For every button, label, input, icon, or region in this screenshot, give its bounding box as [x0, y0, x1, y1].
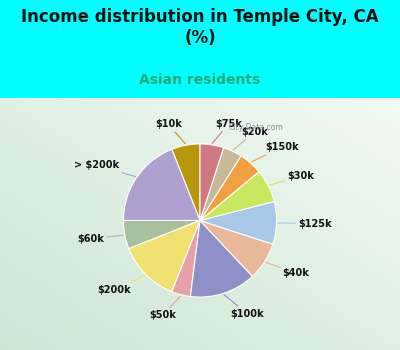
Wedge shape	[190, 220, 252, 297]
Wedge shape	[172, 220, 200, 296]
Text: > $200k: > $200k	[74, 160, 136, 177]
Wedge shape	[200, 148, 241, 220]
Wedge shape	[172, 144, 200, 220]
Text: $75k: $75k	[212, 119, 242, 144]
Text: $150k: $150k	[252, 142, 298, 162]
Text: $60k: $60k	[77, 234, 123, 244]
Text: $50k: $50k	[149, 296, 180, 320]
Wedge shape	[200, 144, 224, 220]
Text: Asian residents: Asian residents	[139, 74, 261, 88]
Text: $20k: $20k	[233, 127, 269, 150]
Wedge shape	[129, 220, 200, 292]
Wedge shape	[124, 149, 200, 220]
Text: $40k: $40k	[266, 262, 310, 278]
Wedge shape	[200, 220, 273, 276]
Wedge shape	[200, 156, 259, 220]
Text: $10k: $10k	[155, 119, 185, 144]
Text: $30k: $30k	[270, 171, 314, 185]
Text: $125k: $125k	[278, 219, 332, 229]
Wedge shape	[200, 202, 276, 244]
Text: $100k: $100k	[224, 295, 264, 319]
Text: Income distribution in Temple City, CA
(%): Income distribution in Temple City, CA (…	[21, 8, 379, 47]
Text: City-Data.com: City-Data.com	[229, 123, 284, 132]
Wedge shape	[200, 172, 274, 220]
Text: $200k: $200k	[97, 276, 145, 295]
Wedge shape	[124, 220, 200, 249]
